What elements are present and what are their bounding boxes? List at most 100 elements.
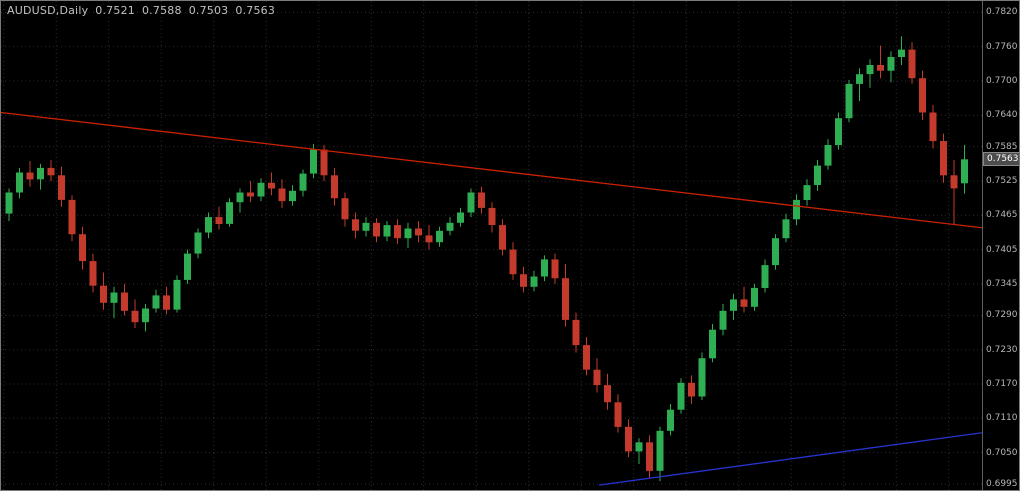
- trendline-blue[interactable]: [598, 431, 983, 486]
- candle-body[interactable]: [362, 222, 370, 231]
- candle-body[interactable]: [352, 219, 359, 231]
- candle-body[interactable]: [688, 382, 695, 397]
- candle-body[interactable]: [37, 167, 44, 180]
- candle-body[interactable]: [530, 276, 538, 287]
- candle-body[interactable]: [320, 149, 328, 176]
- candle-body[interactable]: [929, 112, 937, 142]
- price-axis[interactable]: 0.7820 0.7760 0.7700 0.7640 0.7585 0.7525 0.74…: [982, 1, 1019, 490]
- candle-body[interactable]: [751, 287, 758, 307]
- candle-body[interactable]: [173, 279, 181, 310]
- candle-body[interactable]: [341, 198, 349, 220]
- candle-body[interactable]: [740, 299, 748, 307]
- candle-body[interactable]: [782, 219, 790, 239]
- candle-body[interactable]: [142, 308, 149, 323]
- candle-body[interactable]: [26, 172, 34, 180]
- candle-body[interactable]: [698, 358, 706, 397]
- candle-body[interactable]: [236, 192, 244, 203]
- candle-body[interactable]: [257, 182, 265, 197]
- candle-body[interactable]: [184, 253, 191, 280]
- candle-body[interactable]: [68, 199, 76, 235]
- candle-body[interactable]: [215, 217, 223, 224]
- candle-body[interactable]: [58, 175, 65, 200]
- candle-body[interactable]: [562, 278, 569, 320]
- candle-body[interactable]: [16, 172, 23, 193]
- candle-body[interactable]: [499, 225, 506, 250]
- candle-body[interactable]: [950, 175, 958, 189]
- candle-body[interactable]: [877, 65, 884, 71]
- candle-body[interactable]: [289, 190, 296, 202]
- candle-body[interactable]: [646, 442, 653, 471]
- candle-body[interactable]: [709, 329, 716, 359]
- candle-body[interactable]: [331, 175, 338, 199]
- candle-body[interactable]: [866, 65, 874, 75]
- candle-body[interactable]: [373, 222, 380, 237]
- candle-body[interactable]: [541, 259, 548, 277]
- candle-body[interactable]: [803, 185, 811, 200]
- candle-body[interactable]: [163, 295, 170, 310]
- candle-body[interactable]: [268, 182, 275, 189]
- candle-body[interactable]: [919, 78, 926, 113]
- candle-body[interactable]: [604, 385, 611, 403]
- candle-body[interactable]: [719, 310, 727, 330]
- candle-body[interactable]: [961, 159, 968, 184]
- candle-body[interactable]: [614, 402, 622, 427]
- candle-body[interactable]: [793, 199, 800, 220]
- candle-body[interactable]: [635, 442, 643, 452]
- candle-body[interactable]: [898, 49, 905, 57]
- candlestick-chart[interactable]: [1, 1, 983, 491]
- candle-body[interactable]: [551, 259, 559, 279]
- candle-body[interactable]: [299, 173, 307, 191]
- candle-body[interactable]: [383, 225, 391, 237]
- candle-body[interactable]: [89, 261, 97, 286]
- candle-body[interactable]: [247, 192, 254, 197]
- candle-body[interactable]: [47, 167, 55, 176]
- candles-layer[interactable]: [5, 36, 969, 482]
- candle-body[interactable]: [677, 382, 685, 410]
- candle-body[interactable]: [824, 145, 832, 166]
- candle-body[interactable]: [572, 319, 580, 346]
- candle-body[interactable]: [509, 249, 517, 275]
- candle-body[interactable]: [656, 430, 664, 471]
- grid-layer: [1, 1, 983, 490]
- candle-body[interactable]: [467, 192, 475, 213]
- candle-body[interactable]: [446, 222, 454, 231]
- candle-body[interactable]: [5, 192, 13, 214]
- candle-body[interactable]: [730, 299, 737, 311]
- candle-body[interactable]: [940, 141, 947, 176]
- candle-body[interactable]: [887, 57, 895, 71]
- candle-body[interactable]: [772, 238, 779, 266]
- candle-body[interactable]: [583, 345, 590, 370]
- candle-body[interactable]: [131, 310, 139, 323]
- candle-body[interactable]: [194, 232, 202, 254]
- candle-body[interactable]: [436, 230, 443, 243]
- candle-body[interactable]: [835, 118, 842, 146]
- candle-body[interactable]: [667, 409, 674, 431]
- candle-body[interactable]: [226, 202, 233, 224]
- candle-body[interactable]: [394, 225, 401, 239]
- candle-body[interactable]: [520, 274, 527, 287]
- candle-body[interactable]: [814, 165, 821, 185]
- candle-body[interactable]: [478, 192, 485, 208]
- candle-body[interactable]: [488, 207, 496, 225]
- candle-body[interactable]: [310, 149, 317, 174]
- candle-body[interactable]: [845, 83, 853, 119]
- candle-body[interactable]: [425, 235, 433, 243]
- candle-body[interactable]: [856, 74, 863, 84]
- candle-body[interactable]: [415, 228, 422, 236]
- quote-high: 0.7588: [141, 4, 182, 17]
- trendline-red[interactable]: [1, 111, 983, 229]
- candle-body[interactable]: [404, 228, 412, 239]
- candle-body[interactable]: [593, 369, 601, 386]
- candle-body[interactable]: [205, 217, 212, 233]
- candle-body[interactable]: [110, 292, 118, 303]
- candle-body[interactable]: [100, 285, 107, 303]
- candle-body[interactable]: [278, 188, 286, 202]
- candle-body[interactable]: [625, 426, 632, 452]
- candle-body[interactable]: [457, 212, 464, 223]
- candle-body[interactable]: [152, 295, 160, 309]
- candle-body[interactable]: [908, 49, 916, 79]
- candle-body[interactable]: [121, 292, 128, 311]
- candle-body[interactable]: [79, 234, 86, 262]
- price-axis-label: 0.7700: [986, 76, 1018, 86]
- candle-body[interactable]: [761, 265, 769, 288]
